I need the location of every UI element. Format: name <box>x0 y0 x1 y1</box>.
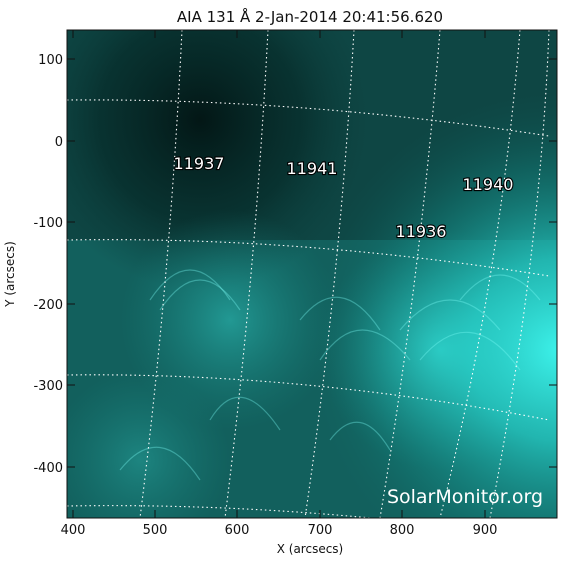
y-tick-label: 100 <box>38 53 63 68</box>
x-tick-label: 500 <box>143 523 168 538</box>
figure-title: AIA 131 Å 2-Jan-2014 20:41:56.620 <box>177 7 443 26</box>
x-tick-label: 900 <box>473 523 498 538</box>
x-tick-label: 600 <box>225 523 250 538</box>
x-tick-label: 700 <box>308 523 333 538</box>
y-axis-label: Y (arcsecs) <box>3 241 17 308</box>
y-tick-label: -100 <box>33 216 63 231</box>
heliographic-grid <box>67 30 550 518</box>
axis-ticks <box>67 30 557 518</box>
y-tick-label: -200 <box>33 298 63 313</box>
solar-disk-image <box>67 30 557 518</box>
active-region-label: 11940 <box>463 175 514 194</box>
y-tick-label: -400 <box>33 461 63 476</box>
active-region-label: 11937 <box>174 154 225 173</box>
y-tick-label: 0 <box>55 135 63 150</box>
x-tick-label: 800 <box>390 523 415 538</box>
x-axis-label: X (arcsecs) <box>277 542 344 556</box>
x-tick-label: 400 <box>61 523 86 538</box>
plot-frame <box>66 29 558 519</box>
active-region-label: 11941 <box>287 159 338 178</box>
active-region-label: 11936 <box>396 222 447 241</box>
y-tick-label: -300 <box>33 379 63 394</box>
watermark-text: SolarMonitor.org <box>387 486 543 508</box>
